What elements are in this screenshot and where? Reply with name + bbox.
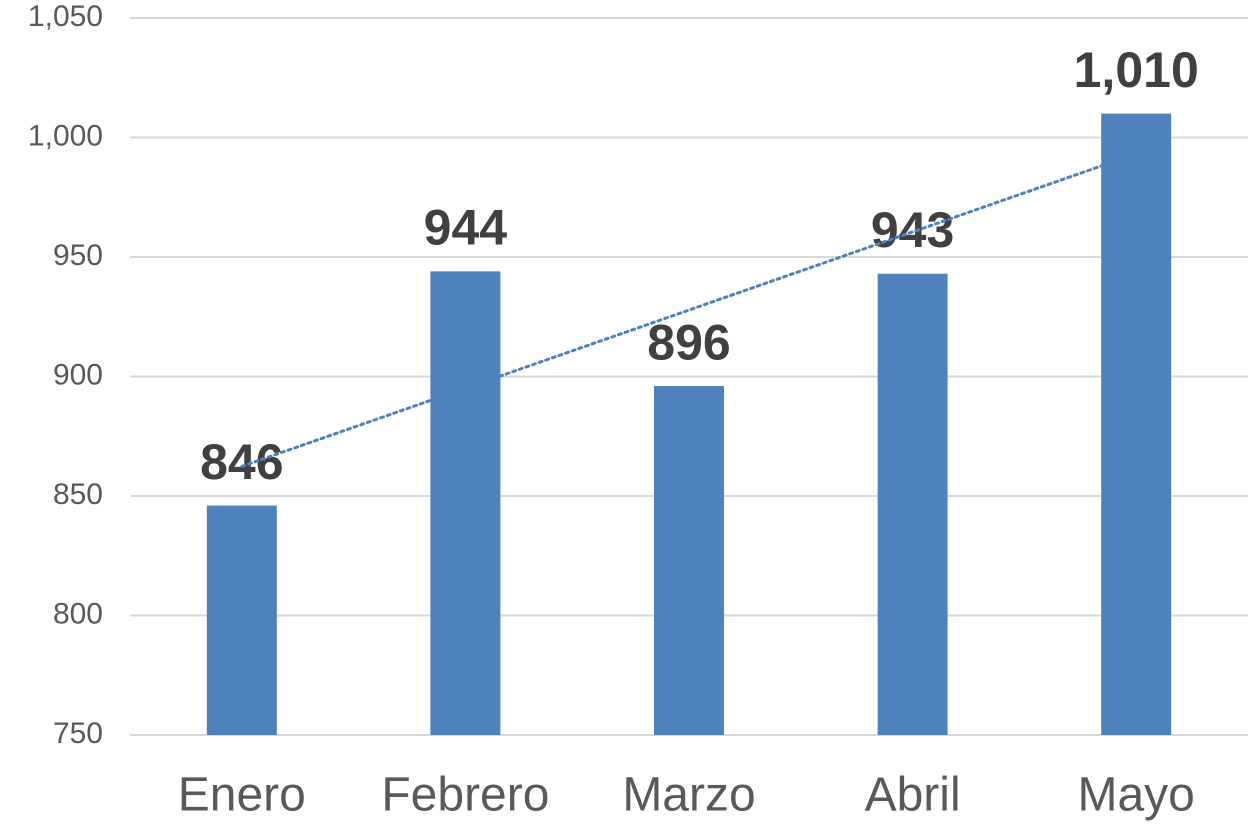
- y-tick-label: 850: [53, 478, 103, 511]
- y-tick-label: 1,000: [28, 119, 103, 152]
- data-label: 943: [871, 202, 954, 258]
- x-tick-label: Marzo: [622, 769, 755, 822]
- bar: [654, 386, 724, 735]
- x-tick-label: Febrero: [381, 769, 549, 822]
- bar: [430, 271, 501, 735]
- x-tick-label: Abril: [865, 769, 961, 822]
- y-tick-label: 900: [53, 358, 103, 391]
- data-label: 1,010: [1074, 42, 1199, 98]
- bar: [877, 273, 948, 735]
- trendline: [240, 152, 1138, 468]
- x-tick-label: Enero: [178, 769, 306, 822]
- x-tick-label: Mayo: [1078, 769, 1195, 822]
- bar: [206, 505, 277, 735]
- y-tick-label: 950: [53, 239, 103, 272]
- data-label: 896: [647, 314, 730, 370]
- y-tick-label: 1,050: [28, 0, 103, 33]
- bar: [1101, 113, 1172, 736]
- y-tick-label: 800: [53, 597, 103, 630]
- y-tick-label: 750: [53, 717, 103, 750]
- data-label: 944: [424, 200, 508, 256]
- data-label: 846: [200, 434, 283, 490]
